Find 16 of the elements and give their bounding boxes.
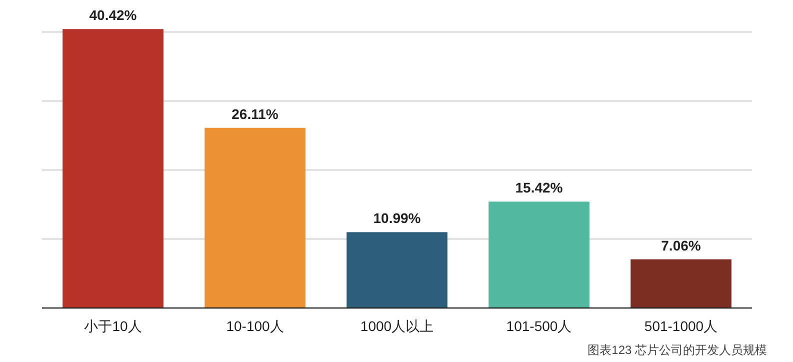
bar — [488, 202, 590, 308]
x-tick-label: 501-1000人 — [644, 318, 718, 334]
data-label: 26.11% — [232, 106, 279, 122]
data-label: 40.42% — [89, 7, 138, 24]
data-label: 7.06% — [661, 237, 702, 254]
text: 图表123 芯片公司的开发人员规模 — [588, 343, 767, 357]
x-tick-label: 1000人以上 — [360, 318, 434, 334]
x-tick-label: 10-100人 — [226, 318, 284, 334]
bar — [62, 29, 164, 308]
bar — [630, 259, 732, 308]
bar — [204, 128, 306, 308]
data-label: 10.99% — [373, 210, 422, 226]
x-tick-label: 小于10人 — [84, 318, 142, 334]
bar — [346, 232, 448, 308]
data-label: 15.42% — [515, 180, 564, 196]
x-tick-label: 101-500人 — [506, 318, 572, 334]
